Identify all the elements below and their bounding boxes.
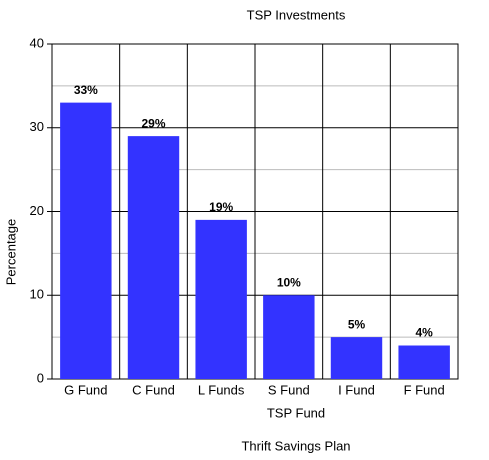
y-tick-label: 20 xyxy=(30,203,44,218)
y-tick-label: 30 xyxy=(30,119,44,134)
bar xyxy=(60,102,112,379)
x-tick-label: F Fund xyxy=(404,382,445,397)
bar xyxy=(195,219,247,379)
x-tick-label: G Fund xyxy=(64,382,107,397)
x-tick-label: L Funds xyxy=(198,382,245,397)
y-tick-label: 40 xyxy=(30,35,44,50)
bar xyxy=(127,136,180,379)
value-label: 29% xyxy=(141,116,165,130)
x-tick-label: I Fund xyxy=(338,382,375,397)
bar xyxy=(263,295,315,379)
x-tick-label: C Fund xyxy=(132,382,175,397)
chart-title: TSP Investments xyxy=(247,7,346,22)
value-label: 33% xyxy=(74,83,98,97)
y-axis-label: Percentage xyxy=(3,219,18,286)
value-label: 4% xyxy=(415,326,433,340)
value-label: 10% xyxy=(277,275,301,289)
y-tick-label: 0 xyxy=(37,370,44,385)
plot-frame xyxy=(51,43,459,380)
bar xyxy=(330,337,383,379)
value-label: 5% xyxy=(348,317,366,331)
bar xyxy=(398,345,450,379)
x-tick-label: S Fund xyxy=(268,382,310,397)
chart-subtitle: Thrift Savings Plan xyxy=(241,438,350,453)
value-label: 19% xyxy=(209,200,233,214)
y-tick-label: 10 xyxy=(30,287,44,302)
x-axis-label: TSP Fund xyxy=(267,405,325,420)
